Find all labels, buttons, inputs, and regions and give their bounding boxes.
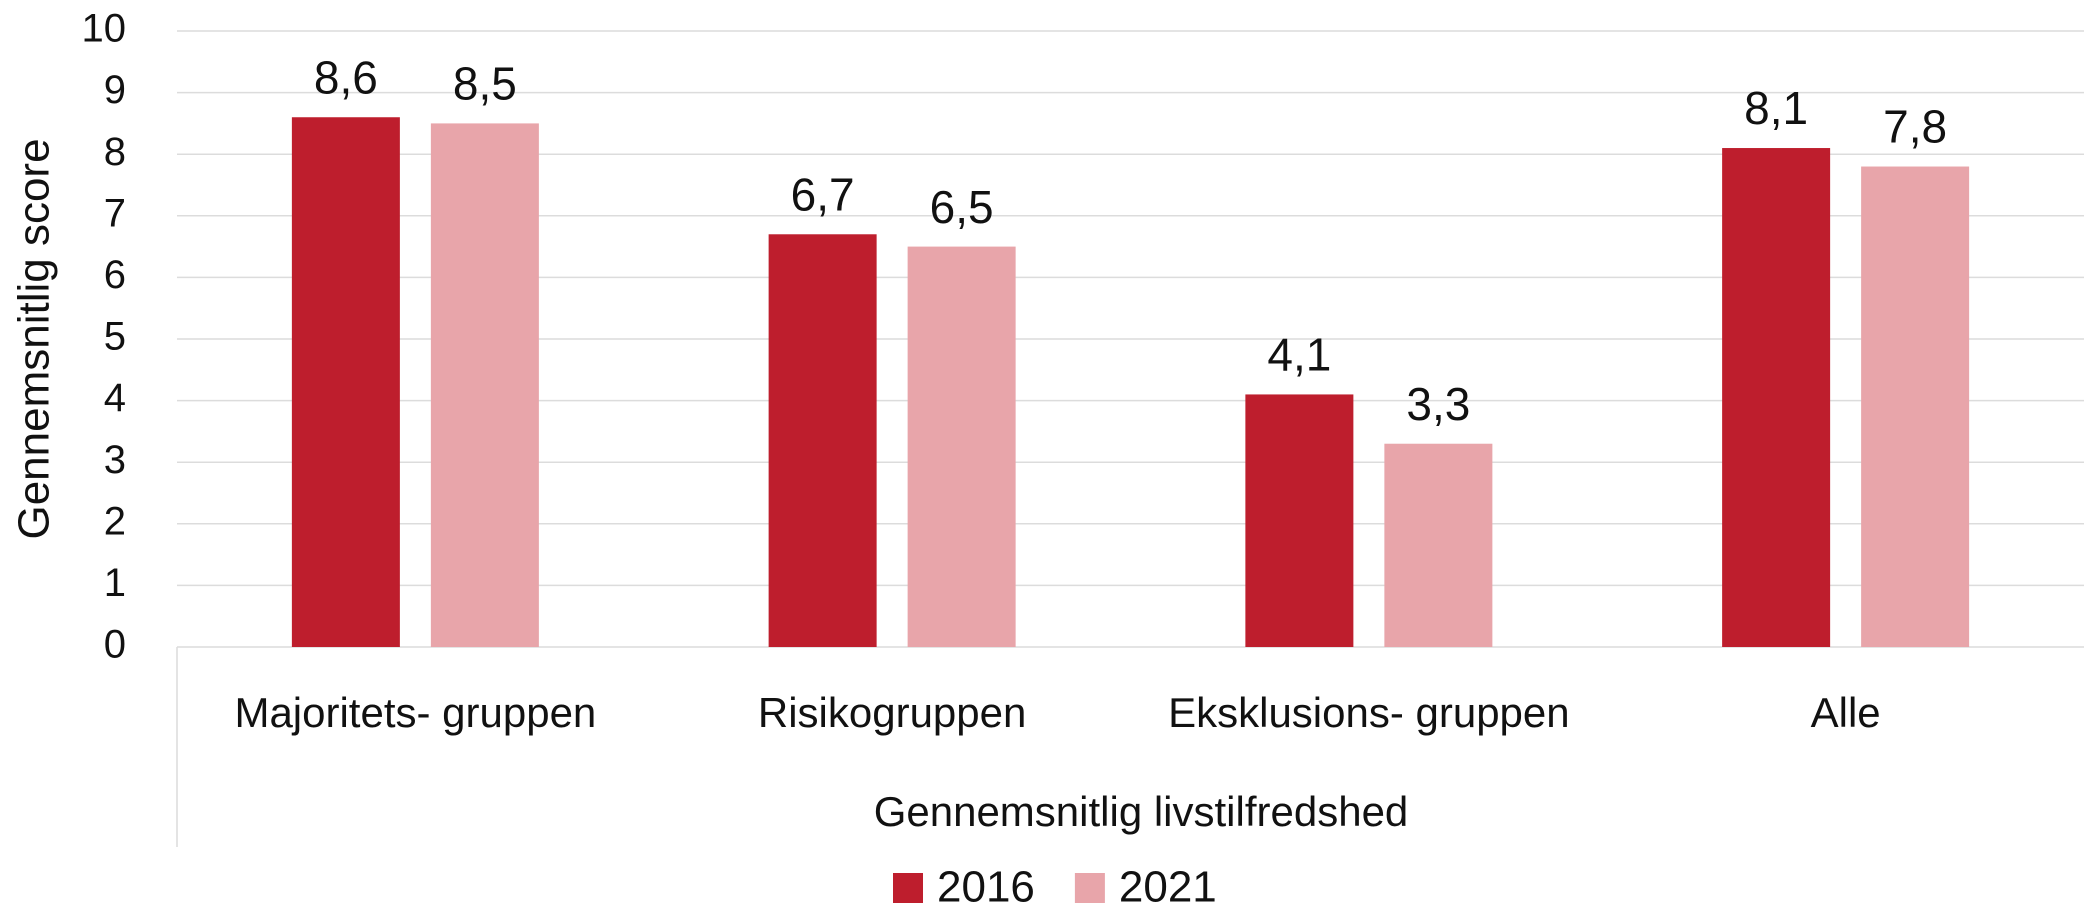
y-tick-label: 0 — [104, 623, 126, 667]
y-tick-label: 3 — [104, 438, 126, 482]
bar — [768, 234, 877, 647]
x-tick-label: Eksklusions- gruppen — [1168, 689, 1570, 736]
bar — [291, 117, 400, 648]
data-label: 8,5 — [453, 58, 517, 110]
y-tick-label: 2 — [104, 499, 126, 543]
x-axis-title: Gennemsnitlig livstilfredshed — [874, 788, 1409, 835]
data-label: 6,5 — [930, 181, 994, 233]
data-label: 3,3 — [1406, 378, 1470, 430]
data-label: 6,7 — [791, 168, 855, 220]
legend-label: 2016 — [937, 863, 1035, 910]
bar — [907, 246, 1016, 647]
y-tick-label: 6 — [104, 253, 126, 297]
data-label: 7,8 — [1883, 101, 1947, 153]
data-label: 4,1 — [1267, 329, 1331, 381]
bar — [1722, 148, 1831, 648]
y-tick-label: 1 — [104, 561, 126, 605]
y-tick-label: 10 — [82, 7, 127, 51]
bar — [1245, 394, 1354, 647]
y-tick-label: 7 — [104, 191, 126, 235]
y-tick-label: 5 — [104, 315, 126, 359]
x-tick-label: Risikogruppen — [758, 689, 1027, 736]
bar — [430, 123, 539, 647]
data-label: 8,1 — [1744, 82, 1808, 134]
bar — [1861, 166, 1970, 647]
y-axis-title: Gennemsnitlig score — [10, 138, 59, 539]
y-tick-label: 4 — [104, 376, 126, 420]
legend-swatch — [1074, 873, 1105, 903]
x-tick-label: Alle — [1811, 689, 1881, 736]
bar — [1384, 443, 1493, 647]
data-label: 8,6 — [314, 51, 378, 103]
legend-label: 2021 — [1119, 863, 1217, 910]
y-tick-label: 8 — [104, 130, 126, 174]
legend-swatch — [893, 873, 923, 903]
y-tick-label: 9 — [104, 68, 126, 112]
x-tick-label: Majoritets- gruppen — [234, 689, 596, 736]
